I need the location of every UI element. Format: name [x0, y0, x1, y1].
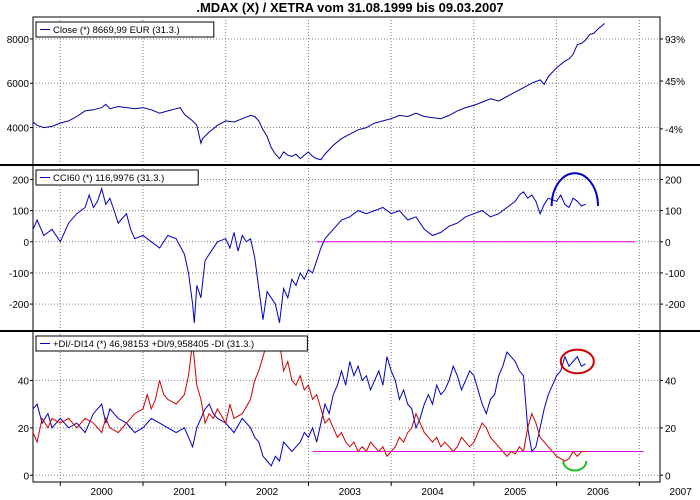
y-tick-label-right: -200 [665, 300, 685, 311]
y-tick-label-left: 0 [23, 471, 29, 482]
series-line [32, 350, 586, 467]
x-tick-label: 2005 [504, 487, 527, 498]
y-tick-label-left: 6000 [7, 79, 30, 90]
y-tick-label-left: 200 [12, 175, 29, 186]
annotation-ellipse [559, 348, 595, 375]
panel-frame [32, 16, 661, 166]
y-tick-label-right: 0 [665, 238, 671, 249]
legend-label: CCI60 (*) 116,9976 (31.3.) [53, 173, 164, 184]
y-tick-label-right: 40 [665, 376, 677, 387]
y-tick-label-left: 0 [23, 238, 29, 249]
y-tick-label-right: 0 [665, 471, 671, 482]
series-line [32, 336, 586, 462]
x-tick-label: 2006 [587, 487, 610, 498]
series-line [32, 23, 605, 161]
x-tick-label: 2000 [91, 487, 114, 498]
annotation-arc [562, 460, 588, 472]
y-tick-label-right: 45% [665, 77, 685, 88]
chart-title: .MDAX (X) / XETRA vom 31.08.1999 bis 09.… [196, 0, 504, 15]
legend-box [35, 21, 215, 38]
legend-box [35, 335, 308, 352]
y-tick-label-left: -200 [9, 300, 29, 311]
y-tick-label-left: 8000 [7, 35, 30, 46]
y-tick-label-right: -100 [665, 269, 685, 280]
y-tick-label-left: 20 [18, 424, 30, 435]
annotation-arc [550, 172, 599, 206]
y-tick-label-left: 4000 [7, 124, 30, 135]
legend-label: +DI/-DI14 (*) 46,98153 +DI/9,958405 -DI … [53, 339, 254, 350]
y-tick-label-left: 100 [12, 207, 29, 218]
y-tick-label-right: 93% [665, 35, 685, 46]
series-line [32, 187, 586, 323]
y-tick-label-right: 100 [665, 207, 682, 218]
panel-frame [32, 164, 661, 332]
y-tick-label-left: 40 [18, 376, 30, 387]
y-tick-label-left: -100 [9, 269, 29, 280]
x-tick-label: 2004 [421, 487, 444, 498]
x-tick-label: 2007 [670, 487, 693, 498]
y-tick-label-right: 20 [665, 424, 677, 435]
y-tick-label-right: 200 [665, 175, 682, 186]
y-tick-label-right: -4% [665, 125, 683, 136]
legend-box [35, 169, 199, 186]
x-tick-label: 2002 [256, 487, 279, 498]
legend-label: Close (*) 8669,99 EUR (31.3.) [53, 25, 180, 36]
x-tick-label: 2001 [173, 487, 196, 498]
x-tick-label: 2003 [339, 487, 362, 498]
